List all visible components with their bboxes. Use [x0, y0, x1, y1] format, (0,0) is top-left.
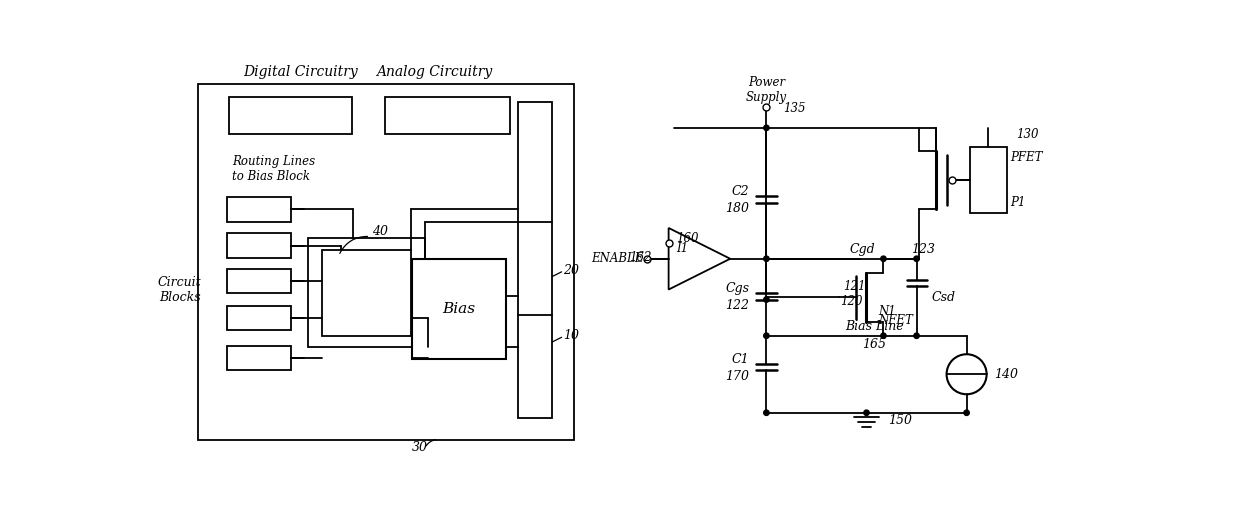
- Bar: [198, 84, 574, 440]
- Bar: [322, 250, 412, 336]
- Text: C1: C1: [732, 353, 749, 366]
- Text: 180: 180: [725, 202, 749, 215]
- Text: Circuit
Blocks: Circuit Blocks: [157, 276, 201, 304]
- Bar: [309, 238, 425, 347]
- Text: PFET: PFET: [1011, 151, 1043, 164]
- Polygon shape: [668, 228, 730, 290]
- Text: 121: 121: [843, 280, 866, 293]
- Circle shape: [764, 333, 769, 339]
- Text: 150: 150: [888, 414, 913, 427]
- Bar: [518, 102, 552, 418]
- Bar: [227, 197, 290, 222]
- Circle shape: [764, 125, 769, 131]
- Circle shape: [764, 410, 769, 415]
- Circle shape: [764, 297, 769, 302]
- Circle shape: [764, 256, 769, 262]
- Text: Bias Line: Bias Line: [844, 320, 904, 333]
- Bar: [227, 269, 290, 293]
- Text: NFET: NFET: [878, 314, 913, 327]
- Text: Cgd: Cgd: [849, 243, 874, 256]
- Bar: [970, 147, 1007, 213]
- Circle shape: [880, 333, 887, 339]
- Bar: [412, 259, 506, 359]
- Text: ENABLE: ENABLE: [590, 252, 644, 265]
- Text: Analog Circuitry: Analog Circuitry: [376, 66, 492, 80]
- Text: 30: 30: [412, 441, 428, 454]
- Text: 140: 140: [994, 368, 1018, 381]
- Text: 130: 130: [1016, 127, 1038, 140]
- Text: C2: C2: [732, 185, 749, 198]
- Text: 162: 162: [629, 251, 652, 264]
- Text: 20: 20: [563, 264, 579, 277]
- Text: 170: 170: [725, 370, 749, 383]
- Circle shape: [914, 256, 919, 262]
- Bar: [386, 97, 510, 134]
- Text: Cgs: Cgs: [725, 282, 749, 295]
- Text: 120: 120: [839, 295, 862, 308]
- Text: 10: 10: [563, 329, 579, 342]
- Bar: [227, 233, 290, 258]
- Text: 122: 122: [725, 299, 749, 312]
- Text: I1: I1: [676, 242, 688, 255]
- Text: 165: 165: [862, 339, 887, 352]
- Circle shape: [864, 410, 869, 415]
- Text: Csd: Csd: [932, 291, 956, 304]
- Text: N1: N1: [878, 305, 895, 318]
- Text: Digital Circuitry: Digital Circuitry: [243, 66, 358, 80]
- Text: Bias: Bias: [443, 302, 476, 316]
- Circle shape: [880, 256, 887, 262]
- Text: P1: P1: [1011, 196, 1025, 209]
- Bar: [227, 306, 290, 330]
- Text: 123: 123: [910, 243, 935, 256]
- Text: 160: 160: [676, 232, 699, 245]
- Bar: [227, 346, 290, 370]
- Text: 40: 40: [372, 225, 388, 238]
- Bar: [229, 97, 352, 134]
- Text: Routing Lines
to Bias Block: Routing Lines to Bias Block: [232, 155, 315, 183]
- Text: Power
Supply: Power Supply: [746, 76, 787, 104]
- Text: 135: 135: [784, 102, 806, 115]
- Circle shape: [963, 410, 970, 415]
- Circle shape: [914, 333, 919, 339]
